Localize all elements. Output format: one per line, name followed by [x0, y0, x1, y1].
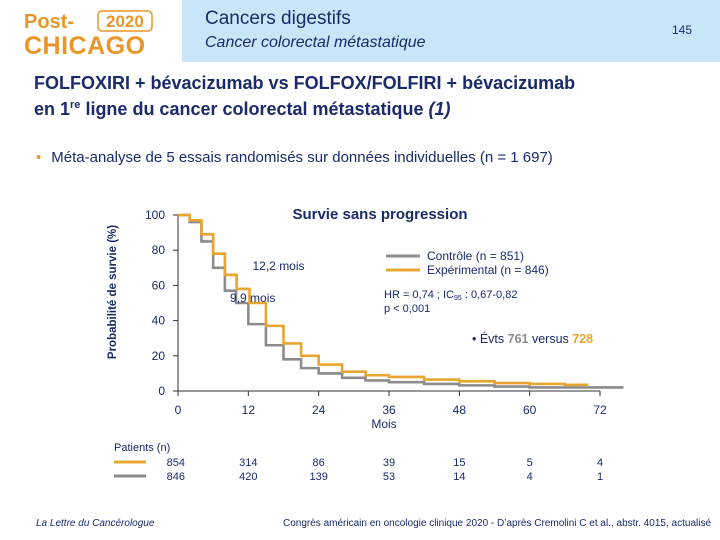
header-band	[182, 0, 720, 62]
x-tick-label: 48	[453, 403, 467, 417]
main-title-ref: (1)	[428, 99, 451, 119]
median-ctrl-label: 9,9 mois	[230, 291, 275, 305]
axes: 0 20 40 60 80 100 0 12 24 36 48 60 72	[145, 208, 607, 417]
slide-number: 145	[672, 23, 693, 37]
risk-value: 314	[239, 457, 257, 469]
series-control-curve	[178, 213, 624, 389]
events-mid: versus	[529, 332, 573, 346]
x-tick-label: 24	[312, 403, 326, 417]
series-experimental-curve	[178, 213, 589, 387]
main-title-mid: ligne du cancer colorectal métastatique	[80, 99, 429, 119]
risk-value: 1	[597, 471, 603, 483]
risk-value: 53	[383, 471, 395, 483]
risk-value: 39	[383, 457, 395, 469]
series-layer	[178, 213, 624, 389]
median-exp-label: 12,2 mois	[253, 259, 305, 273]
logo-line1: Post-	[24, 11, 74, 33]
y-tick-label: 0	[158, 384, 165, 398]
main-title-prefix: en 1	[34, 99, 71, 119]
risk-value: 86	[313, 457, 325, 469]
legend-label: Expérimental (n = 846)	[427, 263, 549, 277]
x-tick-label: 72	[593, 403, 607, 417]
header-title: Cancers digestifs	[205, 8, 351, 29]
hr-text-a: HR = 0,74 ; IC	[384, 289, 454, 301]
footer-journal: La Lettre du Cancérologue	[36, 518, 155, 529]
y-tick-label: 60	[152, 278, 166, 292]
risk-value: 15	[453, 457, 465, 469]
post-chicago-logo: Post- 2020 CHICAGO	[24, 10, 153, 58]
x-tick-label: 36	[382, 403, 396, 417]
x-tick-label: 12	[242, 403, 256, 417]
risk-value: 846	[167, 471, 185, 483]
y-tick-label: 20	[152, 349, 166, 363]
risk-value: 5	[527, 457, 533, 469]
logo-year: 2020	[106, 12, 144, 31]
y-axis-label: Probabilité de survie (%)	[107, 225, 119, 359]
main-title-line2: en 1re ligne du cancer colorectal métast…	[34, 94, 694, 120]
p-value-text: p < 0,001	[384, 303, 430, 315]
risk-table-label: Patients (n)	[114, 442, 170, 454]
events-ctrl: 761	[508, 332, 529, 346]
x-tick-label: 60	[523, 403, 537, 417]
logo-line2: CHICAGO	[24, 32, 146, 58]
x-axis-label: Mois	[371, 417, 396, 431]
hr-text-b: : 0,67-0,82	[462, 289, 518, 301]
main-title-sup: re	[70, 99, 81, 111]
risk-value: 4	[597, 457, 603, 469]
main-title: FOLFOXIRI + bévacizumab vs FOLFOX/FOLFIR…	[34, 72, 694, 120]
risk-value: 4	[527, 471, 533, 483]
events-exp: 728	[572, 332, 593, 346]
main-title-line1: FOLFOXIRI + bévacizumab vs FOLFOX/FOLFIR…	[34, 73, 576, 93]
risk-value: 854	[167, 457, 185, 469]
x-tick-label: 0	[175, 403, 182, 417]
y-tick-label: 40	[152, 314, 166, 328]
bullet-text: Méta-analyse de 5 essais randomisés sur …	[51, 149, 553, 166]
annotations: 12,2 mois 9,9 mois HR = 0,74 ; IC95 : 0,…	[230, 259, 593, 346]
y-tick-label: 100	[145, 208, 165, 222]
bullet-marker: •	[36, 149, 42, 166]
risk-value: 420	[239, 471, 257, 483]
hr-text: HR = 0,74 ; IC95 : 0,67-0,82	[384, 289, 517, 302]
chart-title: Survie sans progression	[292, 206, 467, 223]
header-subtitle: Cancer colorectal métastatique	[205, 34, 426, 51]
bullet-point: • Méta-analyse de 5 essais randomisés sur…	[36, 149, 553, 166]
footer-reference: Congrès américain en oncologie clinique …	[283, 518, 712, 529]
legend-label: Contrôle (n = 851)	[427, 249, 524, 263]
legend: Contrôle (n = 851)Expérimental (n = 846)	[386, 249, 549, 277]
y-tick-label: 80	[152, 243, 166, 257]
events-text: • Évts 761 versus 728	[472, 331, 593, 346]
events-prefix: • Évts	[472, 331, 508, 346]
hr-text-sub: 95	[454, 295, 462, 302]
risk-value: 139	[309, 471, 327, 483]
risk-value: 14	[453, 471, 465, 483]
